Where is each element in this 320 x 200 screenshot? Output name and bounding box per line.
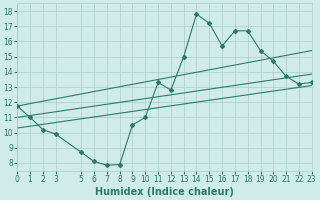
X-axis label: Humidex (Indice chaleur): Humidex (Indice chaleur) — [95, 187, 234, 197]
